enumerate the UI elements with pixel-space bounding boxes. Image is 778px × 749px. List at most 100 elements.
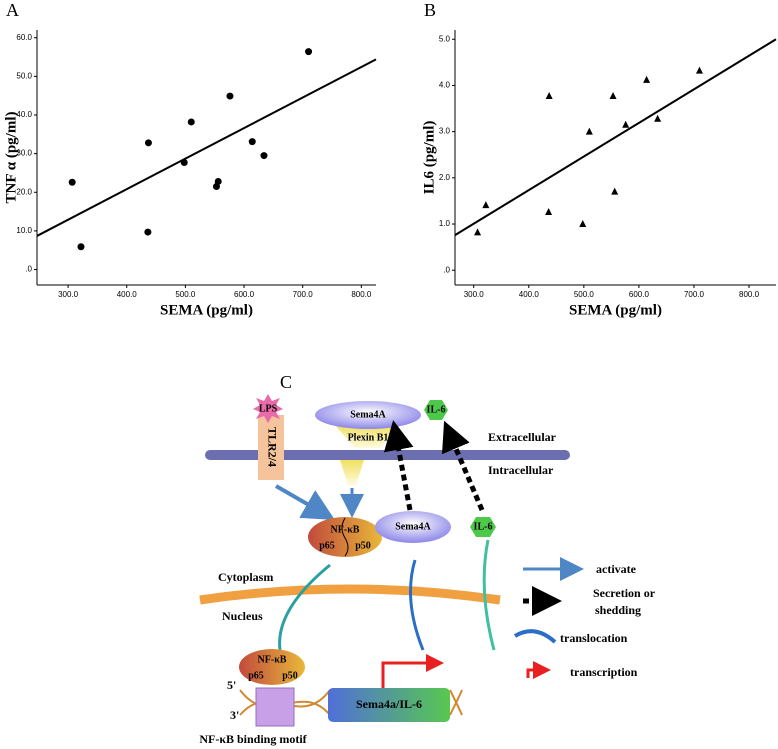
charts: .0 10.0 20.0 30.0 40.0 50.0 60.0 300.0 400.0 500.… [3,30,777,318]
nfkb-label: NF-κB [258,654,287,665]
il6-mid [470,517,496,537]
y-tick-label: 4.0 [439,81,451,90]
point [695,66,703,74]
y-tick-label: 60.0 [16,33,32,42]
legend-label: translocation [560,631,628,645]
x-tick-label: 400.0 [519,290,540,299]
y-tick-label: 40.0 [16,110,32,119]
x-tick-label: 800.0 [739,290,760,299]
y-axis-label: TNF α (pg/ml) [3,112,19,204]
point [77,243,85,251]
point [643,75,651,83]
secretion-arrow [442,420,485,511]
point [585,127,593,135]
y-tick-label: 3.0 [439,127,451,136]
y-tick-label: 2.0 [439,173,451,182]
x-tick-label: 500.0 [574,290,595,299]
point [305,48,313,56]
nfkb-divider [341,517,349,557]
legend-label: shedding [595,603,641,617]
p50-label: p50 [282,670,298,681]
x-tick-label: 300.0 [464,290,485,299]
il6-label: IL-6 [474,521,493,532]
x-tick-label: 300.0 [58,290,79,299]
point [144,139,152,147]
point [545,92,553,100]
point [609,92,617,100]
point [144,228,152,236]
translocation-arrow [409,559,425,651]
y-tick-label: .0 [25,265,32,274]
legend-label: transcription [570,665,638,679]
legend-transcription [526,661,551,679]
x-tick-label: 400.0 [117,290,138,299]
fit-line [36,58,377,237]
x-tick-label: 600.0 [629,290,650,299]
fit-line [454,38,777,236]
panel-label: B [424,0,436,20]
gene-box [328,688,450,722]
sema4a-mid [375,511,451,543]
y-tick-label: 10.0 [16,226,32,235]
tlr-receptor [258,415,284,480]
panel-label: A [6,0,19,20]
sema-label: Sema4A [350,409,386,420]
plexin-stem [340,460,364,485]
y-tick-label: 1.0 [439,219,451,228]
nfkb-label: NF-κB [331,524,360,535]
nuclear-membrane [199,584,501,605]
cytoplasm-label: Cytoplasm [218,570,273,584]
p65-label: p65 [248,670,264,681]
legend-translocation [513,629,557,644]
sema-label: Sema4A [395,521,431,532]
x-tick-label: 600.0 [234,290,255,299]
x-tick-label: 700.0 [293,290,314,299]
legend-label: Secretion or [593,586,656,600]
activate-arrow [275,484,335,520]
point [248,138,256,146]
p50-label: p50 [355,540,371,551]
point [187,118,195,126]
legend-label: activate [596,562,637,576]
binding-motif [255,687,295,727]
point [180,159,188,167]
tlr-label: TLR2/4 [265,427,279,467]
nfkb-complex [239,649,305,685]
point [654,114,662,122]
x-axis-label: SEMA (pg/ml) [569,302,662,318]
transcription-arrow [381,654,444,688]
lps-label: LPS [259,403,278,414]
intracellular-label: Intracellular [488,463,554,477]
point [579,220,587,228]
point [226,92,234,100]
x-tick-label: 500.0 [175,290,196,299]
point [474,228,482,236]
y-tick-label: 20.0 [16,187,32,196]
membrane [205,450,570,460]
point [545,208,553,216]
y-axis-label: IL6 (pg/ml) [421,121,437,195]
p65-label: p65 [319,540,335,551]
motif-label: NF-κB binding motif [199,732,307,746]
il6-label: IL-6 [427,404,446,415]
x-axis-label: SEMA (pg/ml) [160,302,253,318]
il6-top [424,400,448,420]
secretion-arrow [383,420,414,511]
diagram: C TLR2/4 LPS Sema4A Plexin B1 IL-6 Extra… [199,372,655,746]
y-tick-label: 50.0 [16,71,32,80]
nucleus-label: Nucleus [222,609,263,623]
gene-label: Sema4a/IL-6 [356,697,422,711]
x-tick-label: 800.0 [351,290,372,299]
three-prime: 3' [230,708,239,722]
translocation-arrow [482,539,496,651]
translocation-arrow [278,563,331,651]
y-tick-label: 5.0 [439,34,451,43]
lps-star [253,394,283,423]
point [68,178,76,186]
point [622,120,630,128]
point [214,177,222,185]
y-tick-label: 30.0 [16,149,32,158]
five-prime: 5' [227,678,236,692]
y-tick-label: .0 [443,265,450,274]
